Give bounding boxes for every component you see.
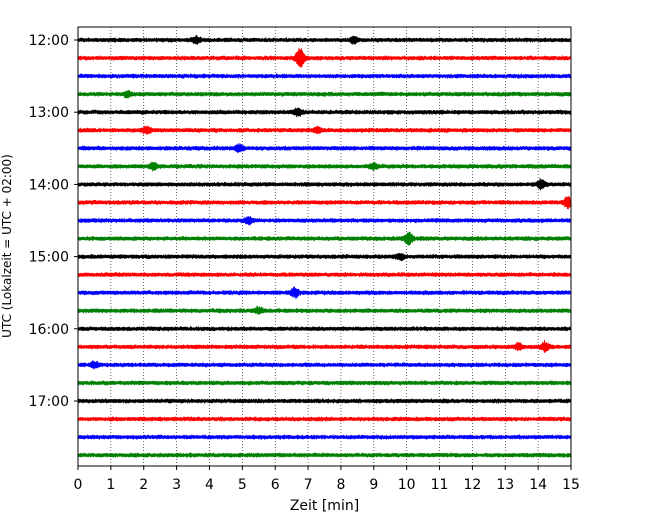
trace-1615 bbox=[77, 339, 572, 353]
trace-1400 bbox=[77, 177, 572, 191]
trace-1300 bbox=[77, 107, 572, 118]
y-axis-ticks: 12:00 13:00 14:00 15:00 16:00 17:00 bbox=[29, 33, 78, 410]
x-tick-label-1: 1 bbox=[106, 477, 115, 493]
trace-1230 bbox=[77, 73, 572, 79]
x-tick-label-5: 5 bbox=[238, 477, 247, 493]
trace-1700 bbox=[77, 398, 572, 404]
x-tick-label-2: 2 bbox=[139, 477, 148, 493]
y-tick-label-2: 14:00 bbox=[29, 177, 69, 193]
x-tick-label-15: 15 bbox=[562, 477, 580, 493]
trace-1745 bbox=[77, 452, 572, 458]
trace-1515 bbox=[77, 271, 572, 278]
trace-1315 bbox=[77, 125, 572, 135]
trace-1630 bbox=[77, 360, 572, 370]
x-tick-label-13: 13 bbox=[496, 477, 514, 493]
x-axis-label: Zeit [min] bbox=[290, 498, 359, 514]
plot-frame bbox=[77, 26, 572, 467]
x-tick-label-0: 0 bbox=[74, 477, 83, 493]
trace-1430 bbox=[77, 215, 572, 226]
trace-1330 bbox=[77, 142, 572, 153]
x-grid bbox=[110, 27, 539, 466]
x-tick-label-3: 3 bbox=[172, 477, 181, 493]
trace-series bbox=[77, 34, 572, 458]
x-tick-label-10: 10 bbox=[398, 477, 416, 493]
trace-1645 bbox=[77, 380, 572, 386]
trace-1245 bbox=[77, 89, 572, 99]
trace-1715 bbox=[77, 416, 572, 422]
trace-1545 bbox=[77, 305, 572, 316]
x-tick-label-8: 8 bbox=[336, 477, 345, 493]
x-tick-label-7: 7 bbox=[304, 477, 313, 493]
trace-1215 bbox=[77, 47, 572, 68]
trace-1500 bbox=[77, 252, 572, 262]
y-tick-label-3: 15:00 bbox=[29, 250, 69, 266]
y-axis-label: UTC (Lokalzeit = UTC + 02:00) bbox=[0, 154, 14, 338]
trace-1445 bbox=[77, 231, 572, 246]
y-tick-label-0: 12:00 bbox=[29, 33, 69, 49]
x-axis-ticks: 0 1 2 3 4 5 6 7 8 9 10 11 12 13 14 15 bbox=[74, 466, 580, 493]
x-tick-label-9: 9 bbox=[369, 477, 378, 493]
y-tick-label-4: 16:00 bbox=[29, 322, 69, 338]
x-tick-label-14: 14 bbox=[529, 477, 547, 493]
y-tick-label-1: 13:00 bbox=[29, 105, 69, 121]
x-tick-label-4: 4 bbox=[205, 477, 214, 493]
trace-1530 bbox=[77, 286, 572, 299]
x-tick-label-6: 6 bbox=[271, 477, 280, 493]
trace-1415 bbox=[77, 196, 572, 210]
trace-1600 bbox=[77, 326, 572, 332]
trace-1730 bbox=[77, 434, 572, 440]
x-tick-label-12: 12 bbox=[463, 477, 481, 493]
y-tick-label-5: 17:00 bbox=[29, 394, 69, 410]
x-tick-label-11: 11 bbox=[431, 477, 449, 493]
trace-1345 bbox=[77, 161, 572, 172]
trace-1200 bbox=[77, 34, 572, 45]
